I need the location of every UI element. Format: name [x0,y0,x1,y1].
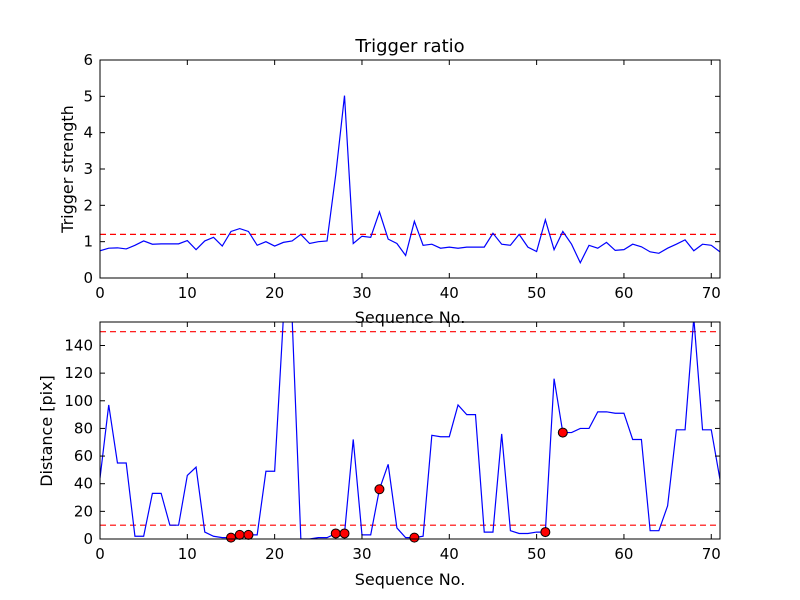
bottom-x-axis-label: Sequence No. [355,570,466,589]
y-tick-label: 0 [83,530,93,548]
x-tick-label: 0 [95,545,105,563]
y-tick-label: 140 [64,336,93,354]
x-tick-label: 40 [440,284,459,302]
x-tick-label: 20 [265,545,284,563]
x-tick-label: 60 [614,284,633,302]
y-tick-label: 100 [64,392,93,410]
x-tick-label: 10 [178,545,197,563]
y-tick-label: 20 [74,502,93,520]
data-point-marker [374,484,385,495]
top-x-axis-label: Sequence No. [355,308,466,327]
top-plot-area: 0 10 20 30 40 50 60 70 0 1 2 3 4 5 6 [83,51,720,302]
data-point-marker [330,528,341,539]
data-point-marker [557,427,568,438]
y-tick-label: 1 [83,233,93,251]
data-point-marker [409,532,420,543]
x-tick-label: 40 [440,545,459,563]
series-line [100,95,720,265]
data-point-marker [225,532,236,543]
chart-title: Trigger ratio [354,36,464,57]
x-tick-label: 70 [702,284,721,302]
plot-frame [99,321,721,540]
x-tick-label: 70 [702,545,721,563]
x-tick-label: 50 [527,545,546,563]
y-tick-label: 6 [83,51,93,69]
x-tick-label: 50 [527,284,546,302]
x-tick-label: 20 [265,284,284,302]
y-tick-label: 4 [83,124,93,142]
y-tick-label: 3 [83,160,93,178]
y-tick-label: 40 [74,475,93,493]
y-tick-label: 2 [83,196,93,214]
bottom-chart: 0 10 20 30 40 50 60 70 0 20 40 60 80 100 120 140 Sequen… [37,321,721,589]
bottom-plot-area: 0 10 20 30 40 50 60 70 0 20 40 60 80 100 120 140 [64,321,721,563]
top-y-axis-label: Trigger strength [58,105,77,234]
y-tick-label: 60 [74,447,93,465]
y-tick-label: 0 [83,269,93,287]
data-point-marker [243,529,254,540]
bottom-y-axis-label: Distance [pix] [37,375,56,487]
x-tick-label: 30 [352,545,371,563]
x-tick-label: 60 [614,545,633,563]
x-tick-label: 10 [178,284,197,302]
y-tick-label: 80 [74,419,93,437]
x-tick-label: 0 [95,284,105,302]
data-point-marker [234,529,245,540]
x-tick-label: 30 [352,284,371,302]
y-tick-label: 5 [83,87,93,105]
data-point-marker [540,527,551,538]
data-point-marker [339,528,350,539]
y-tick-label: 120 [64,364,93,382]
